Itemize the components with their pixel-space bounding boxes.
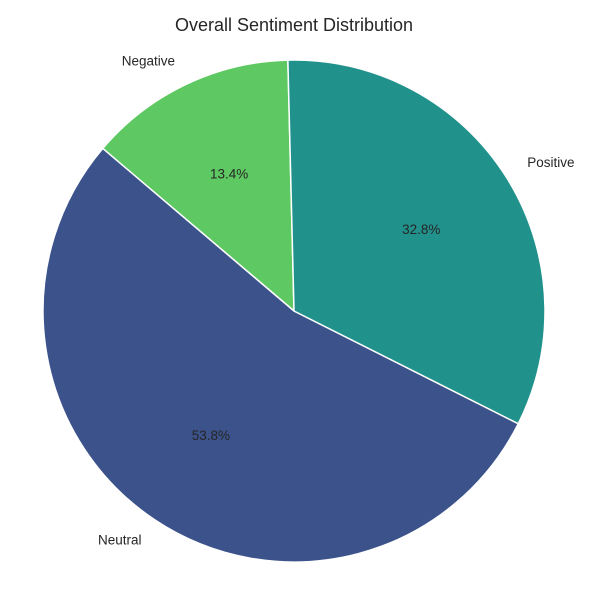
- slice-percent-neutral: 53.8%: [192, 428, 230, 443]
- slice-percent-positive: 32.8%: [402, 222, 440, 237]
- slice-percent-negative: 13.4%: [210, 167, 248, 182]
- pie-slices: [42, 59, 546, 563]
- pie-slice-neutral: [42, 147, 520, 563]
- slice-label-neutral: Neutral: [98, 533, 142, 548]
- chart-title: Overall Sentiment Distribution: [175, 15, 413, 35]
- slice-label-positive: Positive: [527, 155, 574, 170]
- pie-labels: Negative 13.4% Neutral 53.8% Positive 32.8%: [98, 53, 575, 547]
- pie-slice-negative: [101, 59, 295, 312]
- pie-slice-positive: [287, 59, 546, 425]
- slice-label-negative: Negative: [122, 53, 175, 68]
